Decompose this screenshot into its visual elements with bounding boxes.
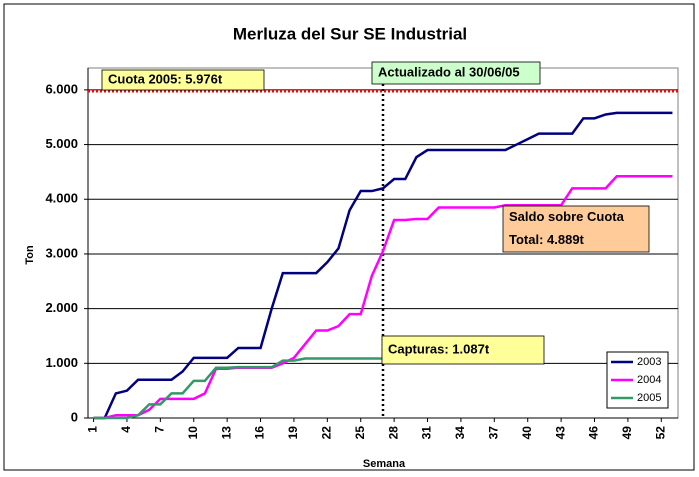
x-tick-label: 52 [653,426,667,440]
x-tick-label: 25 [353,426,367,440]
legend-label: 2005 [637,392,661,404]
x-tick-label: 22 [320,426,334,440]
x-tick-label: 16 [253,426,267,440]
y-tick-label: 2.000 [45,300,78,315]
x-tick-label: 19 [286,426,300,440]
series-line [93,357,383,420]
annotation-text: Cuota 2005: 5.976t [108,71,223,86]
annotation-box [101,69,265,91]
x-tick-label: 10 [186,426,200,440]
x-tick-label: 43 [553,426,567,440]
x-tick-label: 1 [86,426,100,433]
x-tick-label: 13 [219,426,233,440]
x-tick-label: 49 [620,426,634,440]
x-tick-label: 4 [119,426,133,433]
x-tick-label: 34 [453,426,467,440]
annotation-text: Total: 4.889t [509,232,585,247]
y-tick-label: 3.000 [45,245,78,260]
y-tick-label: 1.000 [45,355,78,370]
chart-title: Merluza del Sur SE Industrial [233,24,467,43]
x-tick-label: 31 [420,426,434,440]
y-tick-label: 6.000 [45,81,78,96]
annotation-box [381,335,545,365]
x-tick-label: 28 [386,426,400,440]
series-line [93,175,673,420]
annotation-text: Capturas: 1.087t [388,341,490,356]
x-axis-label: Semana [363,458,406,470]
series-line [93,111,673,420]
annotation-box [502,205,650,253]
x-tick-label: 7 [153,426,167,433]
annotation-text: Saldo sobre Cuota [509,209,625,224]
y-tick-label: 0 [71,409,78,424]
x-tick-label: 46 [587,426,601,440]
annotation-text: Actualizado al 30/06/05 [378,64,520,79]
x-tick-label: 40 [520,426,534,440]
y-tick-label: 4.000 [45,191,78,206]
x-tick-label: 37 [486,426,500,440]
annotation-box [371,61,541,85]
legend-label: 2004 [637,374,661,386]
y-tick-label: 5.000 [45,136,78,151]
legend-label: 2003 [637,356,661,368]
y-axis-label: Ton [24,245,36,265]
